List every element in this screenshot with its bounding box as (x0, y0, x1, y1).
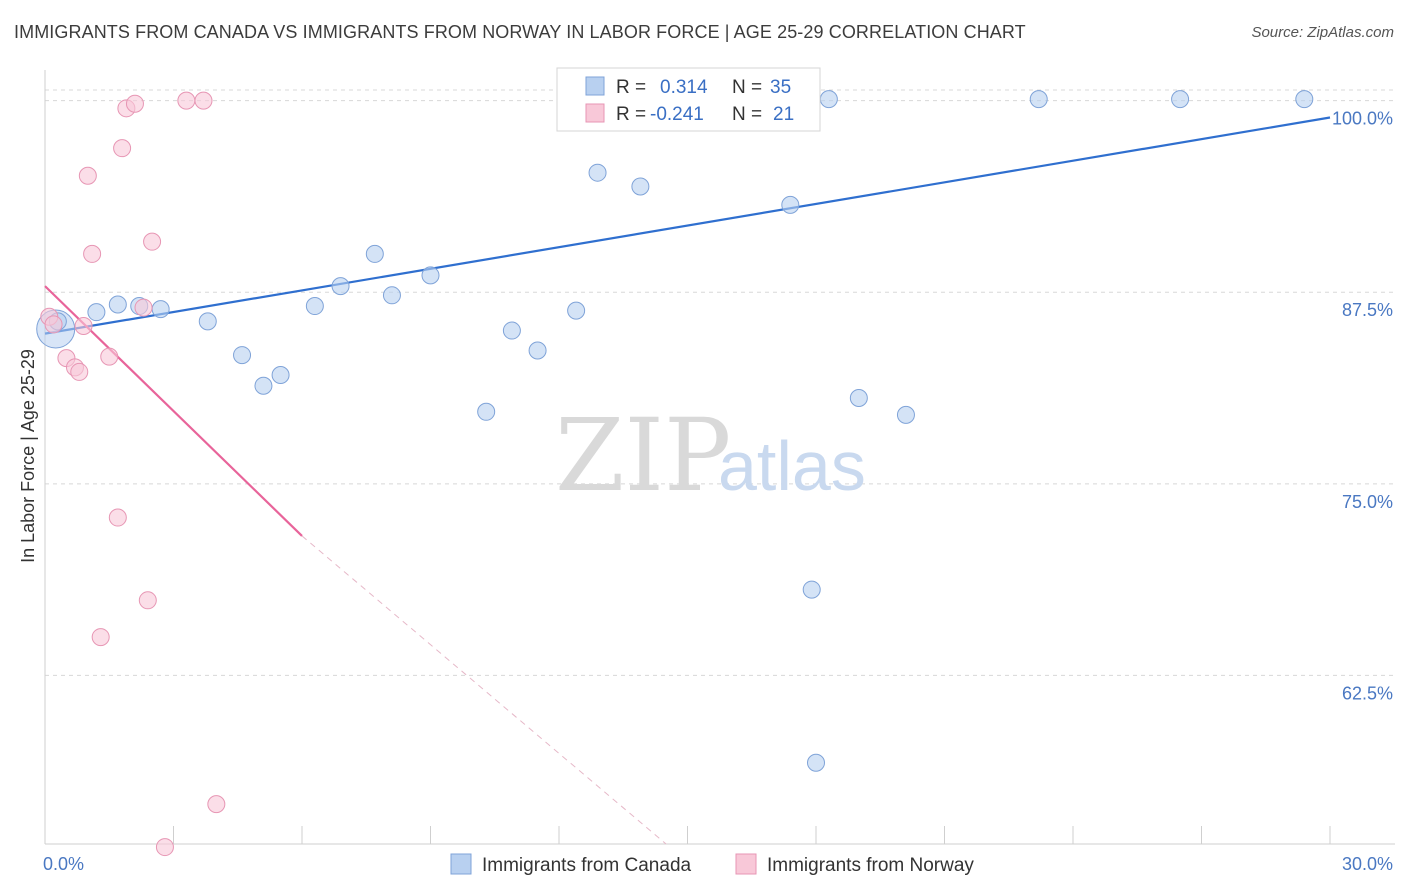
point-canada (631, 177, 650, 196)
stats-r-label-canada: R = (616, 77, 646, 98)
point-norway (100, 347, 119, 366)
point-norway (155, 838, 174, 857)
y-tick-label: 62.5% (1342, 683, 1393, 703)
point-canada (365, 244, 384, 263)
y-tick-label: 75.0% (1342, 492, 1393, 512)
point-canada (1171, 90, 1190, 109)
y-tick-label: 100.0% (1332, 109, 1393, 129)
point-norway (125, 94, 144, 113)
point-canada (477, 402, 496, 421)
point-norway (70, 362, 89, 381)
stats-r-value-norway: -0.241 (650, 104, 704, 125)
trend-line-norway-extension (301, 535, 667, 845)
point-canada (382, 286, 401, 305)
data-points (36, 90, 1314, 857)
point-canada (271, 366, 290, 385)
point-canada (502, 321, 521, 340)
stats-n-value-norway: 21 (773, 104, 794, 125)
point-canada (849, 388, 868, 407)
point-norway (138, 591, 157, 610)
x-tick-label: 30.0% (1342, 854, 1393, 874)
point-canada (87, 303, 106, 322)
chart-title: IMMIGRANTS FROM CANADA VS IMMIGRANTS FRO… (14, 22, 1026, 42)
trend-line-canada (44, 116, 1331, 335)
point-canada (807, 753, 825, 772)
point-canada (1029, 90, 1048, 109)
axes: 0.0% 30.0% (43, 70, 1395, 874)
stats-legend: R = 0.314 N = 35 R = -0.241 N = 21 (556, 67, 821, 132)
point-norway (74, 316, 93, 335)
point-norway (91, 628, 110, 647)
y-axis-label: In Labor Force | Age 25-29 (18, 349, 38, 563)
point-canada (254, 376, 273, 395)
legend-swatch-canada[interactable] (450, 853, 472, 875)
watermark-atlas: atlas (718, 427, 866, 505)
stats-swatch-norway (585, 103, 605, 123)
point-norway (194, 91, 213, 110)
point-norway (207, 795, 226, 814)
point-norway (177, 91, 196, 110)
point-norway (134, 298, 153, 317)
stats-n-label-norway: N = (732, 104, 762, 125)
legend-swatch-norway[interactable] (735, 853, 757, 875)
point-canada (588, 163, 607, 182)
point-canada (331, 277, 350, 296)
stats-n-label-canada: N = (732, 77, 762, 98)
stats-r-label-norway: R = (616, 104, 646, 125)
point-canada (198, 312, 217, 331)
point-norway (78, 166, 97, 185)
point-norway (113, 139, 132, 158)
point-canada (108, 295, 127, 314)
stats-r-value-canada: 0.314 (660, 77, 708, 98)
watermark: ZIP atlas (555, 397, 866, 514)
watermark-zip: ZIP (555, 397, 731, 514)
point-canada (151, 300, 170, 319)
point-norway (83, 244, 102, 263)
point-canada (233, 346, 252, 365)
point-canada (421, 266, 440, 285)
point-canada (567, 301, 586, 320)
y-tick-label: 87.5% (1342, 300, 1393, 320)
x-tick-label: 0.0% (43, 854, 84, 874)
point-canada (1295, 90, 1314, 109)
stats-swatch-canada (585, 76, 605, 96)
stats-n-value-canada: 35 (770, 77, 791, 98)
source-label: Source: ZipAtlas.com (1251, 24, 1394, 41)
point-canada (819, 90, 838, 109)
point-norway (143, 232, 162, 251)
point-canada (896, 405, 915, 424)
point-canada (802, 580, 821, 599)
point-canada (781, 195, 800, 214)
point-norway (108, 508, 127, 527)
point-norway (44, 315, 63, 334)
legend-label-canada[interactable]: Immigrants from Canada (482, 855, 692, 876)
point-canada (305, 297, 324, 316)
bottom-legend: Immigrants from Canada Immigrants from N… (450, 853, 974, 876)
point-canada (528, 341, 547, 360)
legend-label-norway[interactable]: Immigrants from Norway (767, 855, 974, 876)
